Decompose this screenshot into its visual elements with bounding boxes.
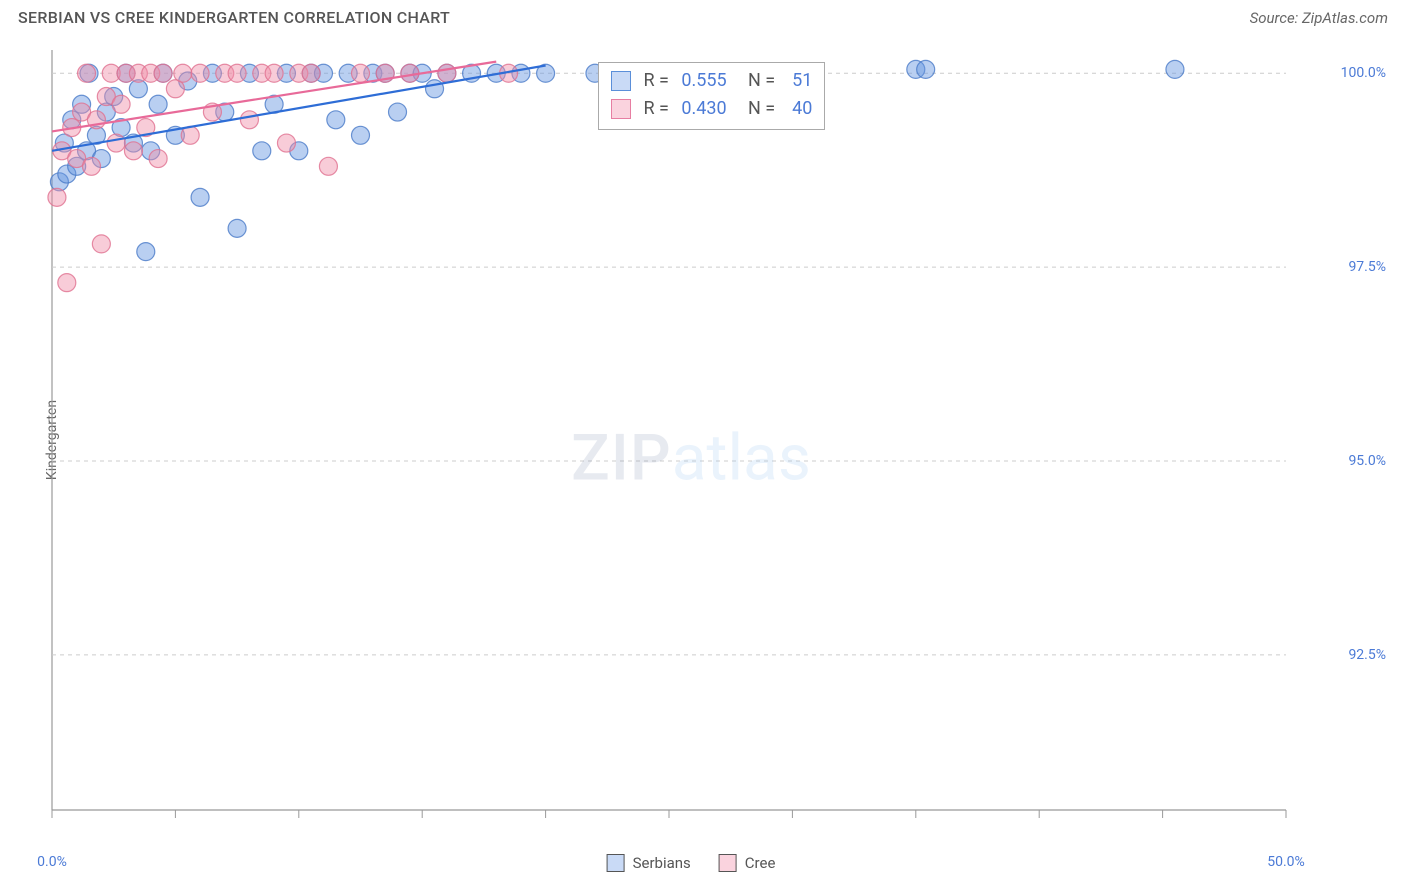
legend-row: R = 0.430 N = 40: [611, 95, 812, 123]
legend-label: Cree: [745, 854, 776, 872]
y-tick-label: 95.0%: [1348, 453, 1386, 469]
x-tick-label: 0.0%: [37, 854, 67, 870]
legend-square-icon: [719, 854, 737, 872]
y-tick-label: 100.0%: [1341, 65, 1386, 81]
legend-item-cree: Cree: [719, 854, 776, 872]
legend-label: Serbians: [633, 854, 691, 872]
source-label: Source: ZipAtlas.com: [1250, 9, 1388, 27]
correlation-legend: R = 0.555 N = 51 R = 0.430 N = 40: [598, 62, 825, 130]
plot-area: ZIPatlas R = 0.555 N = 51 R = 0.430 N = …: [46, 42, 1336, 842]
legend-square-icon: [611, 71, 631, 91]
legend-item-serbians: Serbians: [607, 854, 691, 872]
legend-row: R = 0.555 N = 51: [611, 67, 812, 95]
series-legend: Serbians Cree: [607, 854, 776, 872]
legend-square-icon: [611, 99, 631, 119]
scatter-chart-svg: [46, 42, 1336, 842]
y-tick-label: 92.5%: [1348, 647, 1386, 663]
y-tick-label: 97.5%: [1348, 259, 1386, 275]
x-tick-label: 50.0%: [1267, 854, 1305, 870]
chart-title: SERBIAN VS CREE KINDERGARTEN CORRELATION…: [18, 8, 450, 27]
legend-square-icon: [607, 854, 625, 872]
chart-header: SERBIAN VS CREE KINDERGARTEN CORRELATION…: [0, 0, 1406, 33]
